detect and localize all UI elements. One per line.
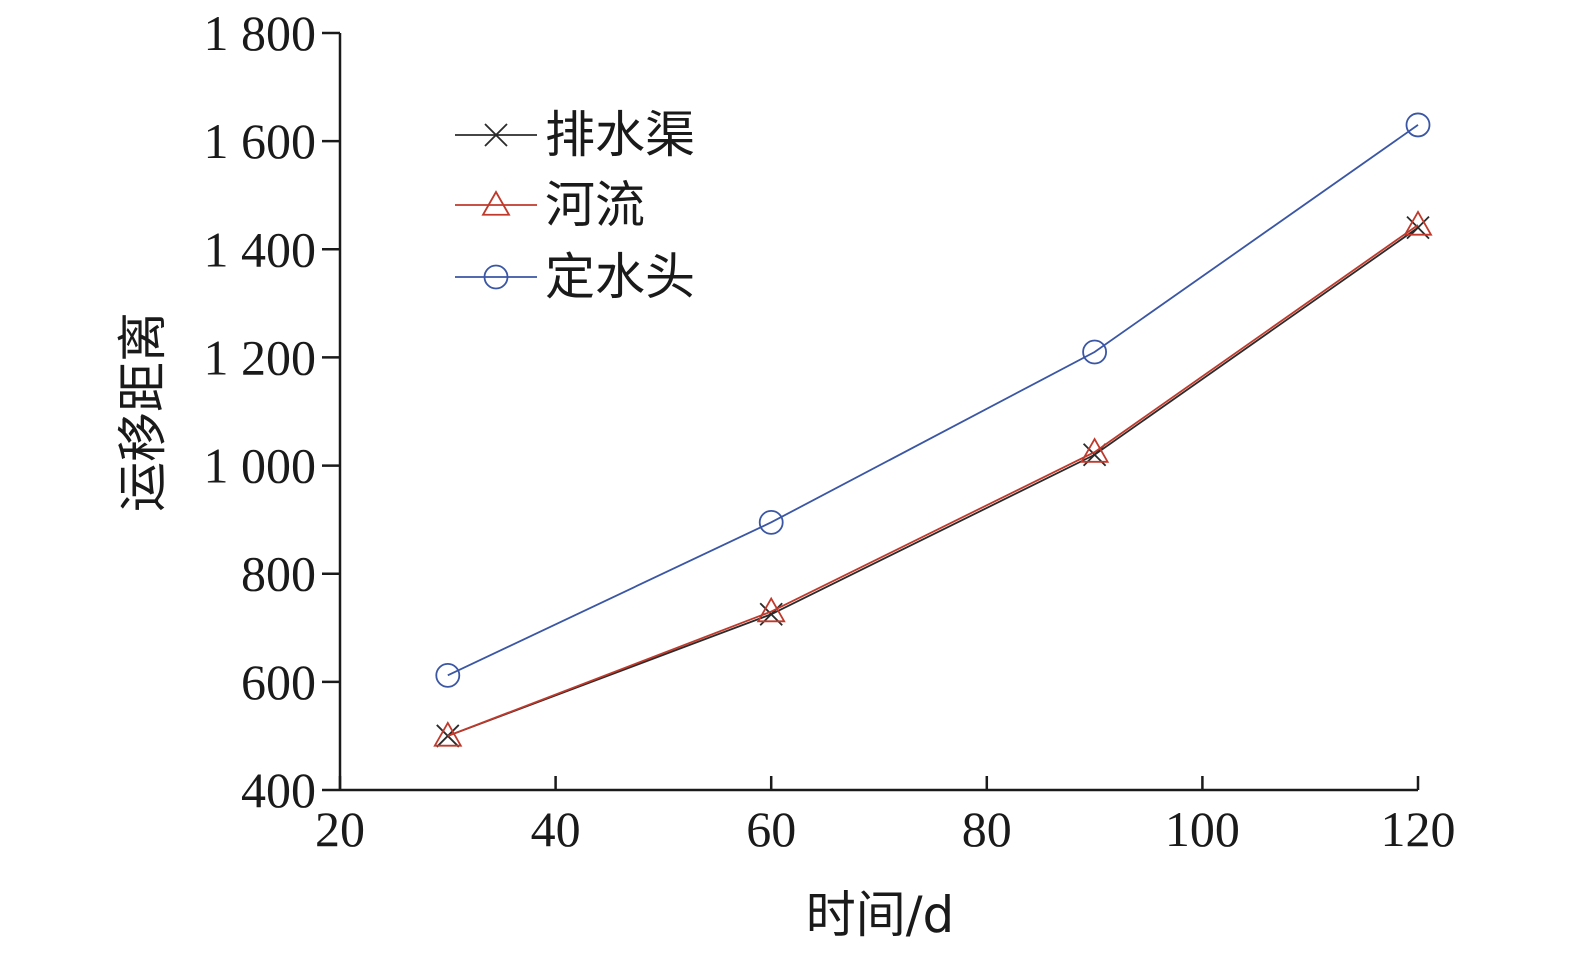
x-tick-label: 60 <box>746 801 796 857</box>
x-tick-label: 100 <box>1165 801 1240 857</box>
data-point <box>1405 112 1431 138</box>
data-point <box>433 721 463 747</box>
data-point <box>435 662 461 688</box>
legend-label: 定水头 <box>545 248 695 306</box>
legend-marker <box>481 190 511 216</box>
x-axis-title: 时间/d <box>806 886 955 944</box>
y-tick-label: 1 400 <box>204 221 317 277</box>
x-tick-label: 40 <box>531 801 581 857</box>
legend-label: 河流 <box>545 176 645 234</box>
y-tick-label: 1 000 <box>204 438 317 494</box>
legend-item: 河流 <box>455 176 645 234</box>
data-point <box>1080 437 1110 463</box>
series-line <box>447 224 1419 737</box>
y-tick-label: 1 200 <box>204 329 317 385</box>
ticks: 20 40 60 80 100 120 400 600 800 1 000 1 200 1 400 1 … <box>204 5 1456 857</box>
y-tick-label: 1 800 <box>204 5 317 61</box>
legend-item: 定水头 <box>455 248 695 306</box>
data-point <box>1082 339 1107 365</box>
y-tick-label: 800 <box>241 546 316 602</box>
series-line <box>447 226 1419 737</box>
series-2 <box>435 112 1431 688</box>
y-tick-label: 600 <box>241 654 316 710</box>
series <box>433 112 1433 748</box>
legend-item: 排水渠 <box>455 106 695 164</box>
y-axis-title: 运移距离 <box>114 312 172 512</box>
x-tick-label: 20 <box>315 801 365 857</box>
data-point <box>756 596 786 623</box>
axes <box>338 33 1418 792</box>
y-tick-label: 1 600 <box>204 113 317 169</box>
x-tick-label: 120 <box>1381 801 1456 857</box>
data-point <box>758 509 784 535</box>
data-point <box>1403 210 1433 236</box>
x-tick-label: 80 <box>962 801 1012 857</box>
legend-label: 排水渠 <box>545 106 695 164</box>
legend-marker <box>484 123 508 147</box>
legend-marker <box>483 264 509 290</box>
y-tick-label: 400 <box>241 762 316 818</box>
series-line <box>447 124 1419 677</box>
series-1 <box>433 210 1433 747</box>
